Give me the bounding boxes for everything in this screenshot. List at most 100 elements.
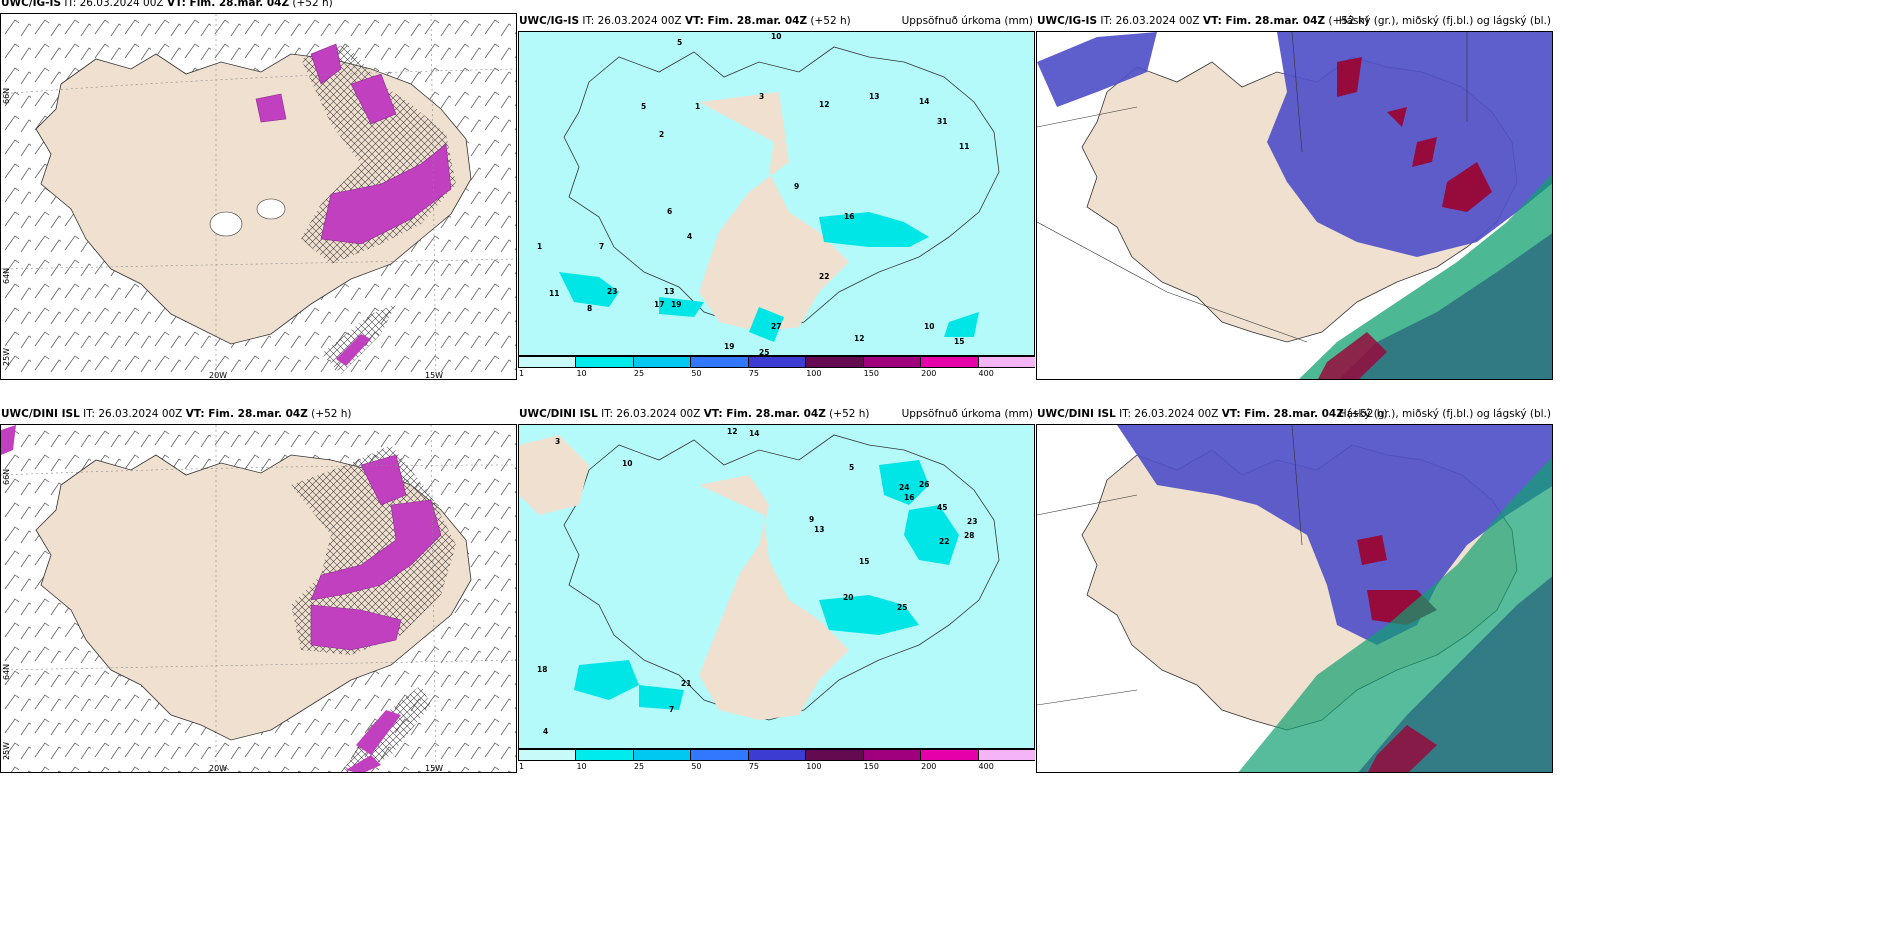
- valid-time: VT: Fim. 28.mar. 04Z: [1202, 15, 1326, 27]
- map-title: Háský (gr.), miðský (fj.bl.) og lágský (…: [1338, 408, 1551, 420]
- precip-value: 22: [939, 537, 950, 546]
- lat-label: 66N: [2, 468, 11, 485]
- precip-value: 9: [794, 182, 800, 191]
- colorbar-swatch: [632, 749, 692, 761]
- precip-value: 10: [622, 459, 633, 468]
- init-time: IT: 26.03.2024 00Z: [582, 15, 682, 27]
- precip-value: 12: [727, 427, 738, 436]
- precip-value: 23: [607, 287, 618, 296]
- map-canvas: [519, 425, 1034, 748]
- map-canvas: [1, 14, 516, 379]
- panel-bottom-middle: UWC/DINI ISL IT: 26.03.2024 00Z VT: Fim.…: [518, 407, 1035, 773]
- precip-value: 17: [654, 300, 665, 309]
- wind-precip-area: [255, 43, 452, 245]
- precip-value: 2: [659, 130, 665, 139]
- lon-label: 15W: [425, 764, 444, 773]
- lat-label: 64N: [2, 663, 11, 680]
- lead-time: (+52 h): [292, 0, 333, 9]
- precip-value: 4: [687, 232, 693, 241]
- colorbar-swatch: [518, 356, 577, 368]
- valid-time: VT: Fim. 28.mar. 04Z: [185, 408, 308, 420]
- valid-time: VT: Fim. 28.mar. 04Z: [684, 15, 808, 27]
- colorbar-swatch: [575, 749, 634, 761]
- colorbar-tick-label: 200: [921, 762, 937, 771]
- panel-header: UWC/IG-IS IT: 26.03.2024 00Z VT: Fim. 28…: [518, 14, 1035, 29]
- colorbar-swatch: [575, 356, 634, 368]
- precip-value: 10: [924, 322, 935, 331]
- dry-area: [519, 435, 849, 720]
- precip-value: 6: [667, 207, 673, 216]
- glacier: [209, 211, 243, 237]
- colorbar-tick-label: 100: [806, 762, 822, 771]
- valid-time: VT: Fim. 28.mar. 04Z: [703, 408, 826, 420]
- colorbar-swatch: [805, 356, 864, 368]
- colorbar-tick-label: 1: [519, 762, 525, 771]
- model-label: UWC/DINI ISL: [1, 408, 80, 420]
- precip-value: 10: [771, 32, 782, 41]
- valid-time: VT: Fim. 28.mar. 04Z: [166, 0, 290, 9]
- panel-header: UWC/DINI ISL IT: 26.03.2024 00Z VT: Fim.…: [0, 407, 517, 422]
- glacier: [256, 198, 286, 220]
- precip-value: 7: [669, 705, 675, 714]
- wind-precip-area: [310, 454, 442, 651]
- precip-value: 1: [537, 242, 543, 251]
- lon-label: 20W: [209, 764, 228, 773]
- precip-value: 1: [695, 102, 701, 111]
- colorbar-tick-label: 200: [921, 369, 937, 378]
- precip-map: 12 14 3 10 16 24 26 45 23 28 22 20 25 15…: [518, 424, 1035, 749]
- map-title: Uppsöfnuð úrkoma (mm): [901, 15, 1033, 27]
- init-time: IT: 26.03.2024 00Z: [83, 408, 183, 420]
- map-canvas: [1, 425, 516, 772]
- valid-time: VT: Fim. 28.mar. 04Z: [1221, 408, 1344, 420]
- colorbar-tick-label: 150: [863, 369, 879, 378]
- wind-precip-map: 66N 64N 25W 20W 15W: [0, 424, 517, 773]
- precip-value: 14: [749, 429, 760, 438]
- init-time: IT: 26.03.2024 00Z: [64, 0, 164, 9]
- init-time: IT: 26.03.2024 00Z: [1100, 15, 1200, 27]
- map-title: Háský (gr.), miðský (fj.bl.) og lágský (…: [1338, 15, 1551, 27]
- colorbar-tick-label: 75: [748, 762, 759, 771]
- init-time: IT: 26.03.2024 00Z: [1119, 408, 1219, 420]
- precip-map: 5 10 13 14 5 1 2 3 4 6 7 8 9 11 12 16 19…: [518, 31, 1035, 356]
- precip-value: 5: [641, 102, 647, 111]
- colorbar-tick-label: 100: [806, 369, 822, 378]
- precip-value: 24: [899, 483, 910, 492]
- wind-precip-area-south: [346, 710, 401, 772]
- colorbar-swatch: [690, 356, 749, 368]
- lon-label: 20W: [209, 371, 228, 380]
- precip-value: 28: [964, 531, 975, 540]
- panel-top-right: UWC/IG-IS IT: 26.03.2024 00Z VT: Fim. 28…: [1036, 14, 1553, 380]
- colorbar-swatch: [805, 749, 864, 761]
- colorbar-swatch: [632, 356, 692, 368]
- precip-value: 26: [919, 480, 930, 489]
- model-label: UWC/IG-IS: [1, 0, 62, 9]
- wind-precip-map: 66N 64N 25W 20W 15W: [0, 13, 517, 380]
- precip-value: 11: [959, 142, 970, 151]
- mid-cloud-area-south: [1368, 725, 1437, 772]
- colorbar-swatch: [920, 356, 979, 368]
- model-label: UWC/DINI ISL: [1037, 408, 1116, 420]
- wind-precip-corner: [1, 425, 16, 455]
- panel-bottom-left: UWC/DINI ISL IT: 26.03.2024 00Z VT: Fim.…: [0, 407, 517, 773]
- precip-value: 15: [859, 557, 870, 566]
- grid-lines: [1037, 32, 1468, 343]
- lead-time: (+52 h): [829, 408, 870, 420]
- precip-mid-area: [574, 460, 959, 710]
- colorbar-swatch: [747, 356, 807, 368]
- map-canvas: [519, 32, 1034, 355]
- lat-label: 64N: [2, 267, 11, 284]
- model-label: UWC/IG-IS: [1037, 15, 1098, 27]
- lon-label: 15W: [425, 371, 444, 380]
- grid-lines: [1037, 425, 1303, 706]
- cloud-map: [1036, 424, 1553, 773]
- precip-value: 20: [843, 593, 854, 602]
- colorbar-swatch: [862, 356, 922, 368]
- precip-value: 14: [919, 97, 930, 106]
- precip-mid-area: [559, 212, 979, 342]
- colorbar-swatch: [862, 749, 922, 761]
- colorbar-swatch: [977, 356, 1035, 368]
- colorbar-tick-label: 10: [576, 762, 587, 771]
- panel-header: UWC/IG-IS IT: 26.03.2024 00Z VT: Fim. 28…: [0, 0, 517, 11]
- precip-value: 3: [555, 437, 561, 446]
- model-label: UWC/DINI ISL: [519, 408, 598, 420]
